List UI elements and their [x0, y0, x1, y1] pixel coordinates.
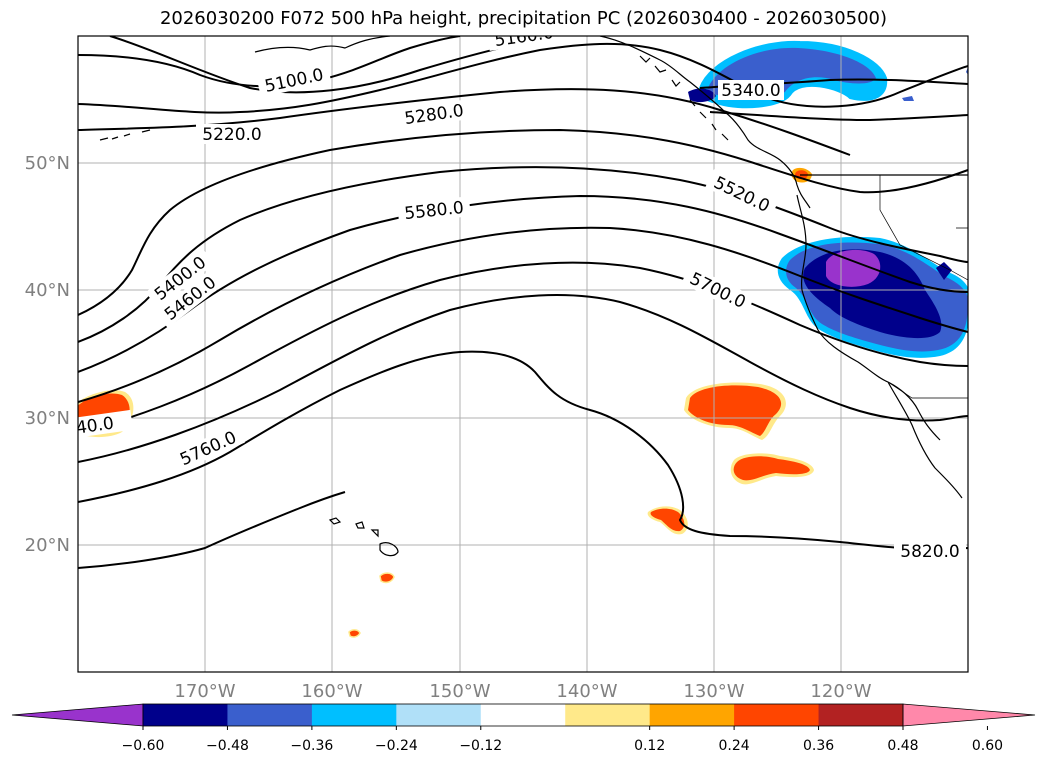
contour-5700 — [78, 294, 968, 463]
contour-label-5220: 5220.0 — [202, 125, 261, 145]
colorbar-outline — [142, 703, 904, 727]
colorbar-tick-label: 0.24 — [719, 738, 750, 754]
colorbar-tick-label: −0.48 — [206, 738, 249, 754]
colorbar-ticks: −0.60 −0.48 −0.36 −0.24 −0.12 0.12 0.24 0.36 0.4… — [122, 726, 1003, 754]
colorbar-tick-label: 0.36 — [803, 738, 834, 754]
colorbar-cell — [565, 704, 651, 726]
lon-label-120w: 120°W — [810, 681, 871, 702]
precip-region-hawaii-2 — [348, 629, 361, 638]
contour-5820 — [78, 491, 346, 569]
lon-label-160w: 160°W — [301, 681, 362, 702]
contour-5340-south — [709, 111, 968, 122]
lat-label-20n: 20°N — [25, 535, 70, 556]
map-title: 2026030200 F072 500 hPa height, precipit… — [159, 8, 888, 29]
colorbar-tick-label: 0.12 — [634, 738, 665, 754]
contour-label-5160: 5160.0 — [493, 23, 555, 51]
lat-label-30n: 30°N — [25, 408, 70, 429]
colorbar-extend-low — [11, 703, 144, 727]
contour-5580 — [78, 226, 968, 403]
colorbar-cell — [480, 704, 566, 726]
lat-label-40n: 40°N — [25, 280, 70, 301]
colorbar-tick-label: −0.24 — [375, 738, 418, 754]
colorbar-extend-high — [902, 703, 1036, 727]
contour-label-5280: 5280.0 — [403, 101, 465, 129]
colorbar-cell — [227, 704, 313, 726]
colorbar: −0.60 −0.48 −0.36 −0.24 −0.12 0.12 0.24 0.36 0.4… — [11, 703, 1036, 754]
lon-label-150w: 150°W — [429, 681, 490, 702]
contour-label-5580: 5580.0 — [403, 198, 464, 224]
colorbar-tick-label: 0.60 — [972, 738, 1003, 754]
colorbar-cell — [818, 704, 904, 726]
longitude-labels: 170°W 160°W 150°W 140°W 130°W 120°W — [174, 681, 871, 702]
map-frame — [77, 35, 969, 673]
colorbar-cell — [396, 704, 482, 726]
precip-region-hawaii-1 — [379, 572, 395, 584]
height-contours — [78, 36, 968, 569]
contour-5760 — [78, 350, 968, 551]
latitude-labels: 50°N 40°N 30°N 20°N — [25, 153, 70, 556]
colorbar-tick-label: 0.48 — [887, 738, 918, 754]
colorbar-tick-label: −0.60 — [122, 738, 165, 754]
contour-5640 — [78, 261, 968, 433]
contour-5460 — [78, 166, 968, 343]
colorbar-cells — [11, 703, 1036, 727]
colorbar-tick-label: −0.36 — [290, 738, 333, 754]
contour-label-5340: 5340.0 — [721, 81, 780, 101]
colorbar-cell — [311, 704, 397, 726]
coastlines — [99, 36, 968, 557]
contour-label-5820: 5820.0 — [900, 542, 959, 562]
lon-label-170w: 170°W — [174, 681, 235, 702]
contour-5220 — [78, 42, 968, 114]
contour-label-backgrounds — [78, 36, 966, 560]
precip-fills — [78, 40, 968, 638]
colorbar-cell — [734, 704, 820, 726]
contour-5400 — [78, 128, 968, 316]
contour-label-5520: 5520.0 — [710, 173, 772, 217]
lon-label-140w: 140°W — [556, 681, 617, 702]
colorbar-cell — [143, 704, 228, 726]
lat-label-50n: 50°N — [25, 153, 70, 174]
lon-label-130w: 130°W — [683, 681, 744, 702]
colorbar-tick-label: −0.12 — [459, 738, 502, 754]
gridlines — [78, 36, 968, 672]
contour-label-5700: 5700.0 — [686, 269, 748, 313]
colorbar-cell — [649, 704, 735, 726]
